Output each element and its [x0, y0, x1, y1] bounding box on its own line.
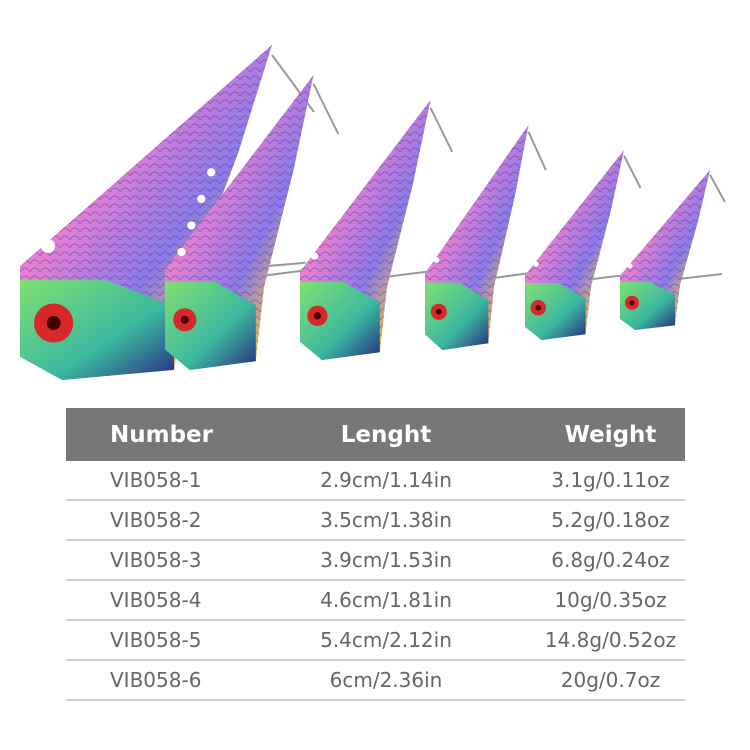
cell-length: 3.9cm/1.53in — [320, 548, 452, 572]
cell-number: VIB058-4 — [110, 588, 202, 612]
table-row: VIB058-5 5.4cm/2.12in 14.8g/0.52oz — [66, 621, 685, 661]
header-length: Lenght — [340, 421, 432, 448]
cell-number: VIB058-3 — [110, 548, 202, 572]
table-row: VIB058-3 3.9cm/1.53in 6.8g/0.24oz — [66, 541, 685, 581]
cell-number: VIB058-5 — [110, 628, 202, 652]
cell-length: 3.5cm/1.38in — [320, 508, 452, 532]
lure — [165, 75, 340, 370]
cell-weight: 10g/0.35oz — [554, 588, 667, 612]
spec-table: Number Lenght Weight VIB058-1 2.9cm/1.14i… — [66, 408, 685, 701]
table-row: VIB058-6 6cm/2.36in 20g/0.7oz — [66, 661, 685, 701]
cell-weight: 3.1g/0.11oz — [551, 468, 670, 492]
lure — [20, 45, 315, 380]
cell-weight: 5.2g/0.18oz — [551, 508, 670, 532]
table-row: VIB058-4 4.6cm/1.81in 10g/0.35oz — [66, 581, 685, 621]
lures-image — [20, 45, 726, 380]
lure — [620, 170, 726, 330]
cell-number: VIB058-1 — [110, 468, 202, 492]
cell-weight: 14.8g/0.52oz — [544, 628, 677, 652]
cell-weight: 20g/0.7oz — [560, 668, 661, 692]
lure — [525, 150, 642, 340]
table-row: VIB058-1 2.9cm/1.14in 3.1g/0.11oz — [66, 461, 685, 501]
table-header: Number Lenght Weight — [66, 408, 685, 461]
cell-length: 4.6cm/1.81in — [320, 588, 452, 612]
cell-length: 5.4cm/2.12in — [320, 628, 452, 652]
cell-length: 2.9cm/1.14in — [320, 468, 452, 492]
table-row: VIB058-2 3.5cm/1.38in 5.2g/0.18oz — [66, 501, 685, 541]
cell-number: VIB058-2 — [110, 508, 202, 532]
cell-length: 6cm/2.36in — [329, 668, 443, 692]
lure — [300, 100, 454, 360]
header-weight: Weight — [564, 421, 657, 448]
lure — [425, 125, 547, 350]
cell-number: VIB058-6 — [110, 668, 202, 692]
cell-weight: 6.8g/0.24oz — [551, 548, 670, 572]
header-number: Number — [110, 421, 213, 448]
